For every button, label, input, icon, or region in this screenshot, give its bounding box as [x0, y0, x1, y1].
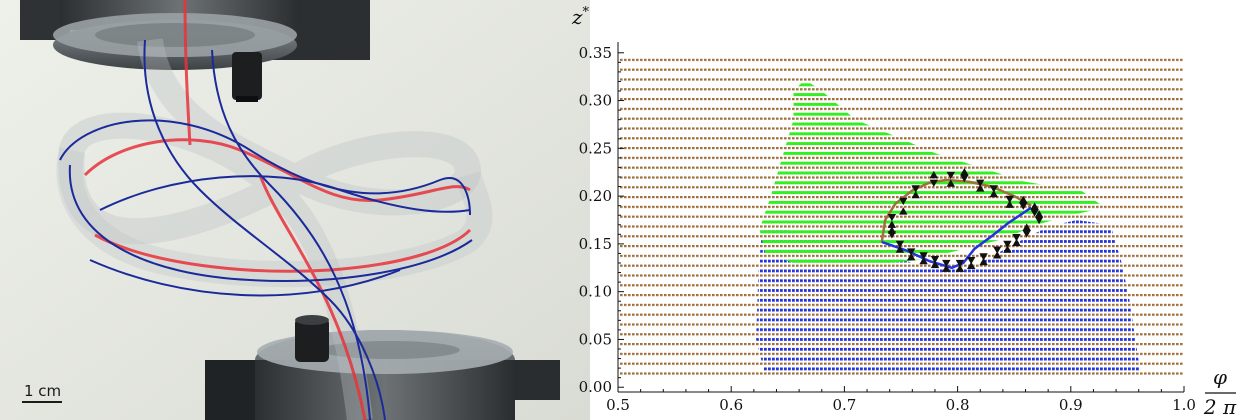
y-tick-label-3: 0.15 [579, 235, 612, 253]
marker-down-14 [1003, 240, 1012, 249]
green-region [759, 79, 1105, 265]
scale-bar-label: 1 cm [24, 382, 61, 400]
x-ticks: 0.5 0.6 0.7 0.8 0.9 1.0 [606, 386, 1196, 414]
marker-down-15 [993, 246, 1002, 254]
marker-up-18 [955, 264, 965, 272]
marker-down-11 [1034, 216, 1044, 225]
blue-boundary-curve [881, 206, 1032, 270]
marker-up-2 [911, 191, 920, 199]
marker-up-10 [1030, 202, 1039, 210]
axes: 0.5 0.6 0.7 0.8 0.9 1.0 0.000.050.100.150.200… [579, 42, 1196, 414]
top-clamp [20, 0, 370, 102]
y-tick-label-4: 0.20 [579, 187, 612, 205]
marker-up-4 [946, 179, 955, 187]
scale-bar: 1 cm [22, 382, 62, 403]
x-axis-title: φ 2 π [1203, 365, 1237, 419]
marker-up-12 [1022, 223, 1031, 231]
marker-down-19 [942, 259, 951, 268]
x-axis-title-denominator: 2 π [1203, 395, 1237, 419]
marker-down-23 [895, 240, 905, 249]
marker-down-9 [1019, 202, 1028, 210]
marker-up-17 [967, 261, 976, 269]
marker-down-18 [955, 259, 965, 268]
marker-down-6 [976, 179, 985, 187]
marker-up-22 [907, 253, 916, 261]
x-tick-label-3: 0.8 [946, 396, 970, 414]
x-axis-title-numerator: φ [1213, 365, 1227, 389]
blue-edge-lines [59, 39, 473, 420]
marker-down-22 [907, 248, 916, 256]
marker-up-15 [993, 251, 1002, 259]
marker-down-4 [946, 171, 955, 180]
y-ticks: 0.00 0.05 0.10 0.15 0.20 0.25 0.30 0.35 [579, 44, 624, 396]
marker-down-17 [967, 257, 976, 265]
marker-down-21 [919, 252, 928, 260]
x-tick-label-4: 0.9 [1059, 396, 1083, 414]
marker-up-6 [976, 184, 985, 192]
marker-down-3 [929, 179, 938, 187]
marker-up-21 [919, 256, 928, 265]
x-tick-label-5: 1.0 [1172, 396, 1196, 414]
marker-up-5 [960, 168, 969, 176]
marker-series-up [887, 168, 1044, 272]
y-tick-label-7: 0.35 [579, 44, 612, 62]
brown-boundary-curve [880, 178, 1032, 243]
marker-up-23 [895, 245, 905, 253]
marker-up-3 [929, 170, 938, 179]
marker-down-13 [1012, 234, 1021, 242]
marker-up-11 [1034, 210, 1044, 218]
phase-diagram-chart: 0.5 0.6 0.7 0.8 0.9 1.0 0.000.050.100.150.200… [571, 5, 1237, 419]
marker-up-14 [1003, 245, 1012, 253]
marker-up-19 [942, 264, 951, 272]
marker-up-13 [1012, 238, 1021, 247]
marker-up-1 [899, 207, 908, 215]
marker-series-down [887, 171, 1044, 268]
x-tick-label-1: 0.6 [719, 396, 743, 414]
marker-down-7 [989, 185, 998, 193]
marker-down-2 [911, 185, 920, 193]
marker-down-0 [887, 214, 897, 222]
marker-up-7 [989, 190, 998, 198]
x-tick-label-2: 0.7 [832, 396, 856, 414]
red-centerline [83, 0, 472, 420]
mobius-strip-photograph: 1 cm [0, 0, 590, 420]
y-tick-label-5: 0.25 [579, 139, 612, 157]
marker-down-20 [930, 256, 940, 264]
marker-down-12 [1022, 230, 1031, 238]
marker-up-0 [887, 226, 897, 234]
y-tick-label-2: 0.10 [579, 283, 612, 301]
y-tick-label-1: 0.05 [579, 330, 612, 348]
marker-down-1 [899, 197, 908, 206]
marker-up-20 [930, 260, 940, 269]
y-tick-label-6: 0.30 [579, 92, 612, 110]
marker-up-8 [1005, 200, 1014, 208]
bottom-clamp [205, 315, 560, 420]
marker-down-8 [1005, 195, 1014, 204]
marker-down-10 [1030, 209, 1039, 217]
marker-up-9 [1019, 195, 1028, 204]
x-tick-label-0: 0.5 [606, 396, 630, 414]
marker-up-16 [979, 257, 988, 266]
marker-up-24 [887, 220, 897, 228]
y-axis-title: z* [571, 5, 590, 29]
y-tick-label-0: 0.00 [579, 378, 612, 396]
marker-down-5 [960, 174, 969, 183]
marker-down-16 [979, 253, 988, 261]
